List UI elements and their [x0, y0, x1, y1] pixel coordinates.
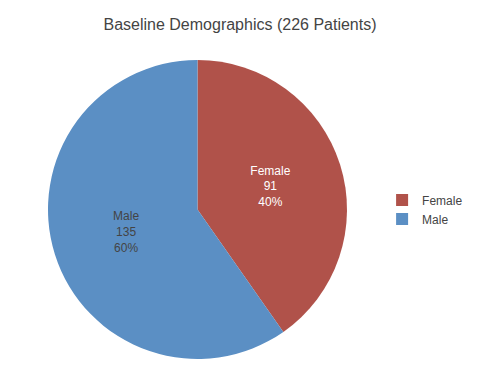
svg-text:Female9140%: Female9140% — [250, 164, 290, 209]
svg-text:Male13560%: Male13560% — [113, 209, 139, 254]
svg-text:Female: Female — [422, 194, 462, 208]
svg-text:Male: Male — [422, 213, 448, 227]
svg-text:Baseline Demographics (226 Pat: Baseline Demographics (226 Patients) — [103, 16, 376, 33]
